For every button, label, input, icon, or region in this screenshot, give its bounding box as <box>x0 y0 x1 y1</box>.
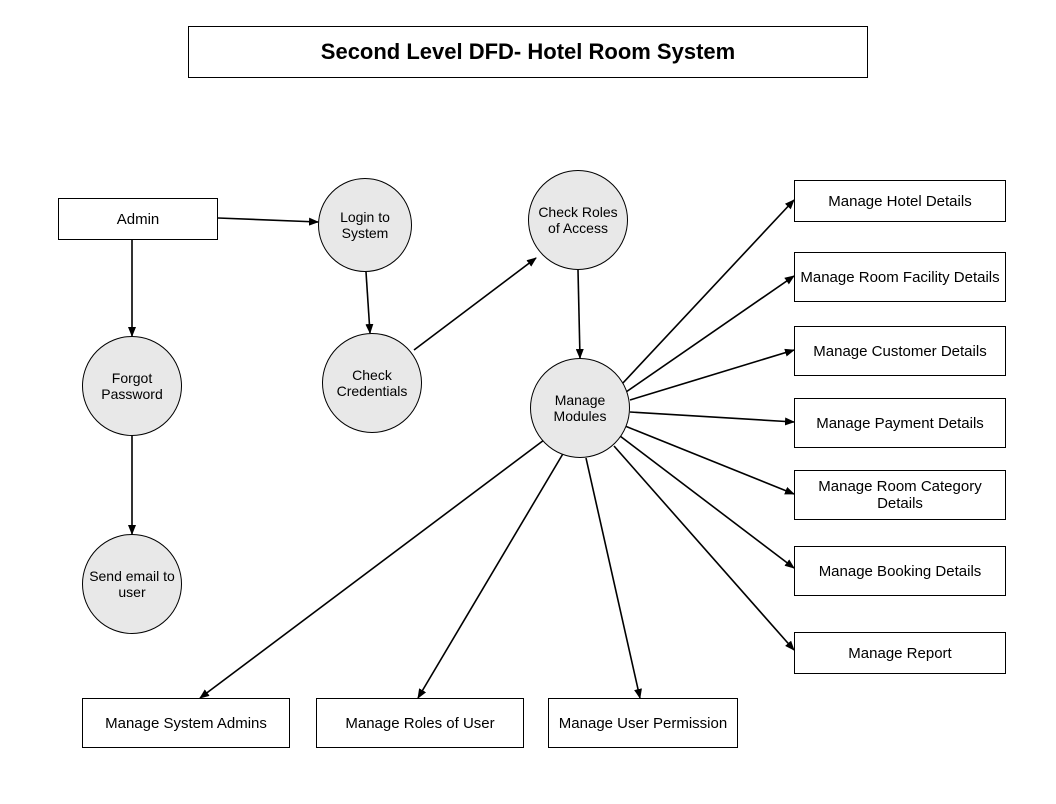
node-label: Login to System <box>325 209 405 241</box>
node-label: Manage Room Facility Details <box>800 269 999 286</box>
edge-login-to-check_cred <box>366 272 370 333</box>
node-m_user_perm: Manage User Permission <box>548 698 738 748</box>
edge-manage_modules-to-m_user_perm <box>586 458 640 698</box>
node-check_cred: Check Credentials <box>322 333 422 433</box>
edge-admin-to-login <box>218 218 318 222</box>
edge-manage_modules-to-m_sys_admin <box>200 440 544 698</box>
node-label: Manage System Admins <box>105 715 267 732</box>
node-label: Manage Payment Details <box>816 415 984 432</box>
node-label: Manage Roles of User <box>345 715 494 732</box>
node-check_roles: Check Roles of Access <box>528 170 628 270</box>
node-label: Send email to user <box>89 568 175 600</box>
node-label: Check Roles of Access <box>535 204 621 236</box>
diagram-title: Second Level DFD- Hotel Room System <box>188 26 868 78</box>
node-label: Manage User Permission <box>559 715 727 732</box>
edge-manage_modules-to-m_room_cat <box>625 426 794 494</box>
edge-manage_modules-to-m_report <box>614 446 794 650</box>
node-label: Manage Hotel Details <box>828 193 971 210</box>
node-m_roles_user: Manage Roles of User <box>316 698 524 748</box>
edge-manage_modules-to-m_hotel <box>622 200 794 384</box>
node-m_room_fac: Manage Room Facility Details <box>794 252 1006 302</box>
edge-manage_modules-to-m_customer <box>630 350 794 400</box>
node-forgot: Forgot Password <box>82 336 182 436</box>
node-admin: Admin <box>58 198 218 240</box>
dfd-canvas: Second Level DFD- Hotel Room System Admi… <box>0 0 1056 804</box>
node-label: Manage Modules <box>537 392 623 424</box>
node-label: Manage Booking Details <box>819 563 982 580</box>
node-send_email: Send email to user <box>82 534 182 634</box>
node-login: Login to System <box>318 178 412 272</box>
edge-manage_modules-to-m_booking <box>620 436 794 568</box>
node-m_customer: Manage Customer Details <box>794 326 1006 376</box>
node-m_report: Manage Report <box>794 632 1006 674</box>
node-label: Manage Room Category Details <box>799 478 1001 512</box>
node-label: Manage Customer Details <box>813 343 986 360</box>
edge-check_roles-to-manage_modules <box>578 270 580 358</box>
node-m_hotel: Manage Hotel Details <box>794 180 1006 222</box>
node-m_room_cat: Manage Room Category Details <box>794 470 1006 520</box>
node-label: Forgot Password <box>89 370 175 402</box>
diagram-title-text: Second Level DFD- Hotel Room System <box>321 39 735 65</box>
node-m_payment: Manage Payment Details <box>794 398 1006 448</box>
node-manage_modules: Manage Modules <box>530 358 630 458</box>
edge-manage_modules-to-m_room_fac <box>626 276 794 392</box>
node-m_sys_admin: Manage System Admins <box>82 698 290 748</box>
edge-manage_modules-to-m_roles_user <box>418 452 564 698</box>
node-label: Admin <box>117 211 160 228</box>
node-label: Manage Report <box>848 645 951 662</box>
node-m_booking: Manage Booking Details <box>794 546 1006 596</box>
edge-check_cred-to-check_roles <box>414 258 536 350</box>
edge-manage_modules-to-m_payment <box>630 412 794 422</box>
node-label: Check Credentials <box>329 367 415 399</box>
